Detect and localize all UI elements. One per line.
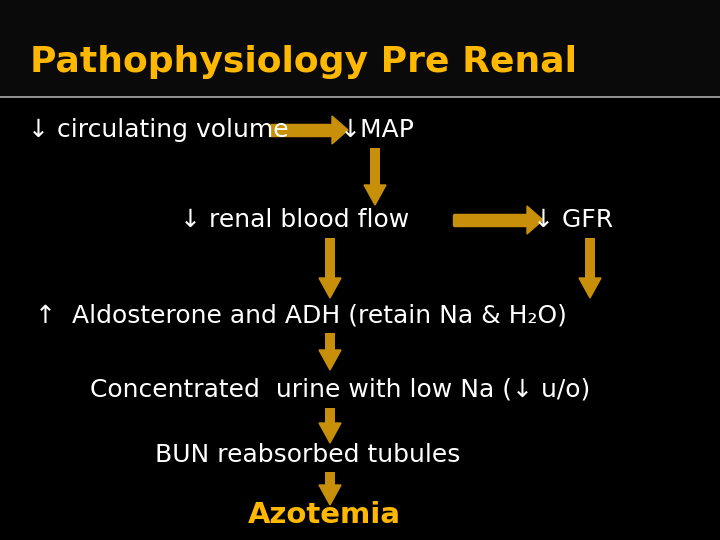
Polygon shape xyxy=(319,350,341,370)
Polygon shape xyxy=(319,423,341,443)
Text: BUN reabsorbed tubules: BUN reabsorbed tubules xyxy=(155,443,460,467)
Polygon shape xyxy=(527,206,543,234)
Text: Azotemia: Azotemia xyxy=(248,501,401,529)
Polygon shape xyxy=(319,278,341,298)
Polygon shape xyxy=(364,185,386,205)
Text: ↓ GFR: ↓ GFR xyxy=(533,208,613,232)
Text: Concentrated  urine with low Na (↓ u/o): Concentrated urine with low Na (↓ u/o) xyxy=(90,378,590,402)
Text: ↓MAP: ↓MAP xyxy=(340,118,415,142)
Text: ↑  Aldosterone and ADH (retain Na & H₂O): ↑ Aldosterone and ADH (retain Na & H₂O) xyxy=(35,303,567,327)
Text: ↓ renal blood flow: ↓ renal blood flow xyxy=(180,208,409,232)
Bar xyxy=(325,333,335,350)
Text: Pathophysiology Pre Renal: Pathophysiology Pre Renal xyxy=(30,45,577,79)
Polygon shape xyxy=(579,278,601,298)
Bar xyxy=(0,0,720,97)
Bar xyxy=(585,238,595,278)
Bar xyxy=(370,148,380,185)
Polygon shape xyxy=(319,485,341,505)
Bar xyxy=(325,472,335,485)
Bar xyxy=(325,238,335,278)
Polygon shape xyxy=(332,116,348,144)
Bar xyxy=(325,408,335,423)
Text: ↓ circulating volume: ↓ circulating volume xyxy=(28,118,289,142)
